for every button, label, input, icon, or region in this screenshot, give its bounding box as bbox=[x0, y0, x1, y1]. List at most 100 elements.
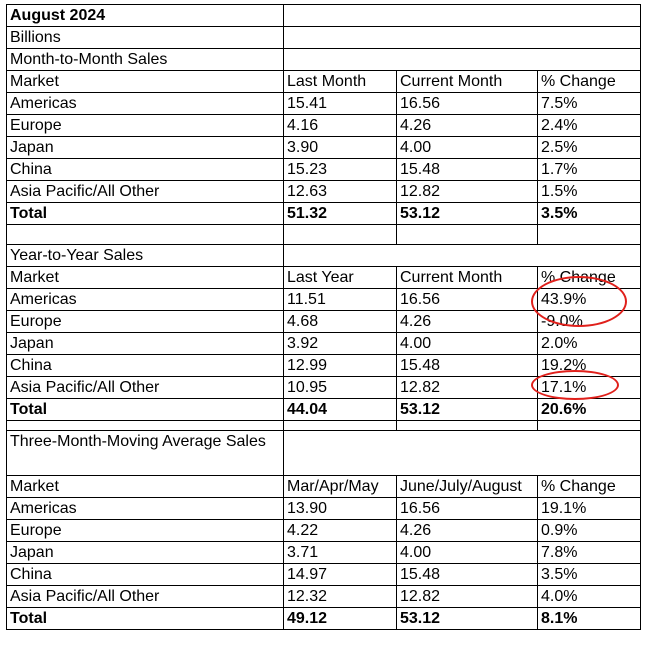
header-row: Market Last Year Current Month% Change bbox=[6, 266, 642, 289]
market-name: China bbox=[6, 563, 284, 586]
total-value: 44.04 bbox=[283, 398, 397, 421]
empty-cell bbox=[282, 48, 642, 71]
value-cell: 2.0% bbox=[536, 332, 642, 355]
value-cell: 4.68 bbox=[283, 310, 397, 333]
value-cell: 19.1% bbox=[536, 497, 642, 520]
total-value: 3.5% bbox=[536, 202, 642, 225]
column-header: % Change bbox=[536, 475, 642, 498]
market-name: Americas bbox=[6, 497, 284, 520]
empty-cell bbox=[536, 224, 642, 245]
table-row: Asia Pacific/All Other 12.32 12.82 4.0% bbox=[6, 585, 642, 608]
market-name: Asia Pacific/All Other bbox=[6, 585, 284, 608]
empty-cell bbox=[6, 224, 284, 245]
value-cell: 4.26 bbox=[396, 310, 538, 333]
spacer-row bbox=[6, 420, 642, 431]
total-value: 53.12 bbox=[396, 202, 538, 225]
section-title: Month-to-Month Sales bbox=[6, 48, 642, 71]
column-header: Market bbox=[6, 70, 284, 93]
value-cell: 3.92 bbox=[283, 332, 397, 355]
market-name: Europe bbox=[6, 310, 284, 333]
empty-cell bbox=[396, 224, 538, 245]
market-name: Americas bbox=[6, 288, 284, 311]
value-cell: 11.51 bbox=[283, 288, 397, 311]
value-cell: 2.4% bbox=[536, 114, 642, 137]
total-label: Total bbox=[6, 607, 284, 630]
value-cell: 4.22 bbox=[283, 519, 397, 542]
value-cell: 15.41 bbox=[283, 92, 397, 115]
market-name: Japan bbox=[6, 136, 284, 159]
empty-cell bbox=[283, 420, 397, 431]
empty-cell bbox=[396, 420, 538, 431]
header-row: Market Mar/Apr/May June/July/August% Chang… bbox=[6, 475, 642, 498]
value-cell: 12.82 bbox=[396, 376, 538, 399]
table-row: Asia Pacific/All Other 12.63 12.82 1.5% bbox=[6, 180, 642, 203]
value-cell: 4.26 bbox=[396, 519, 538, 542]
value-cell: 7.5% bbox=[536, 92, 642, 115]
column-header: Market bbox=[6, 266, 284, 289]
value-cell: 1.7% bbox=[536, 158, 642, 181]
market-name: Asia Pacific/All Other bbox=[6, 376, 284, 399]
empty-cell bbox=[283, 224, 397, 245]
empty-cell bbox=[282, 4, 642, 27]
report-title: August 2024 bbox=[6, 4, 642, 27]
section-title-label: Three-Month-Moving Average Sales bbox=[6, 430, 284, 476]
total-value: 20.6% bbox=[536, 398, 642, 421]
total-value: 53.12 bbox=[396, 398, 538, 421]
value-cell: 3.90 bbox=[283, 136, 397, 159]
market-name: Americas bbox=[6, 92, 284, 115]
table-row: China 14.97 15.48 3.5% bbox=[6, 563, 642, 586]
table-row: Americas 13.90 16.56 19.1% bbox=[6, 497, 642, 520]
total-label: Total bbox=[6, 202, 284, 225]
value-cell: 4.00 bbox=[396, 541, 538, 564]
value-cell: 4.16 bbox=[283, 114, 397, 137]
column-header: June/July/August bbox=[396, 475, 538, 498]
value-cell: 2.5% bbox=[536, 136, 642, 159]
table-row: Japan 3.92 4.00 2.0% bbox=[6, 332, 642, 355]
section-title-label: Month-to-Month Sales bbox=[6, 48, 284, 71]
table-row: Japan 3.90 4.00 2.5% bbox=[6, 136, 642, 159]
market-name: Asia Pacific/All Other bbox=[6, 180, 284, 203]
market-name: China bbox=[6, 354, 284, 377]
value-cell: 12.63 bbox=[283, 180, 397, 203]
table-row: Japan 3.71 4.00 7.8% bbox=[6, 541, 642, 564]
market-name: Europe bbox=[6, 519, 284, 542]
empty-cell bbox=[536, 420, 642, 431]
column-header: Last Year bbox=[283, 266, 397, 289]
section-title: Year-to-Year Sales bbox=[6, 244, 642, 267]
value-cell: 12.82 bbox=[396, 180, 538, 203]
empty-cell bbox=[282, 244, 642, 267]
value-cell: 15.23 bbox=[283, 158, 397, 181]
value-cell: 43.9% bbox=[536, 288, 642, 311]
total-row: Total 49.12 53.12 8.1% bbox=[6, 607, 642, 630]
market-name: Japan bbox=[6, 332, 284, 355]
column-header: Mar/Apr/May bbox=[283, 475, 397, 498]
value-cell: 15.48 bbox=[396, 158, 538, 181]
value-cell: 7.8% bbox=[536, 541, 642, 564]
empty-cell bbox=[282, 430, 642, 476]
value-cell: 12.82 bbox=[396, 585, 538, 608]
value-cell: 12.99 bbox=[283, 354, 397, 377]
column-header: % Change bbox=[536, 266, 642, 289]
column-header: Last Month bbox=[283, 70, 397, 93]
table-row: Europe 4.16 4.26 2.4% bbox=[6, 114, 642, 137]
section-title-label: Year-to-Year Sales bbox=[6, 244, 284, 267]
value-cell: 1.5% bbox=[536, 180, 642, 203]
value-cell: 15.48 bbox=[396, 563, 538, 586]
header-row: Market Last Month Current Month% Change bbox=[6, 70, 642, 93]
market-name: Japan bbox=[6, 541, 284, 564]
table-row: Americas 11.51 16.56 43.9% bbox=[6, 288, 642, 311]
column-header: Current Month bbox=[396, 70, 538, 93]
section-title: Three-Month-Moving Average Sales bbox=[6, 430, 642, 476]
column-header: Current Month bbox=[396, 266, 538, 289]
unit-label: Billions bbox=[6, 26, 642, 49]
value-cell: 4.00 bbox=[396, 332, 538, 355]
table-row: Europe 4.68 4.26 -9.0% bbox=[6, 310, 642, 333]
total-row: Total 44.04 53.12 20.6% bbox=[6, 398, 642, 421]
sales-table: August 2024 Billions Month-to-Month Sales M… bbox=[6, 4, 642, 630]
table-row: China 15.23 15.48 1.7% bbox=[6, 158, 642, 181]
table-row: Asia Pacific/All Other 10.95 12.82 17.1% bbox=[6, 376, 642, 399]
unit-label-label: Billions bbox=[6, 26, 284, 49]
value-cell: 4.00 bbox=[396, 136, 538, 159]
value-cell: 4.26 bbox=[396, 114, 538, 137]
value-cell: 16.56 bbox=[396, 288, 538, 311]
